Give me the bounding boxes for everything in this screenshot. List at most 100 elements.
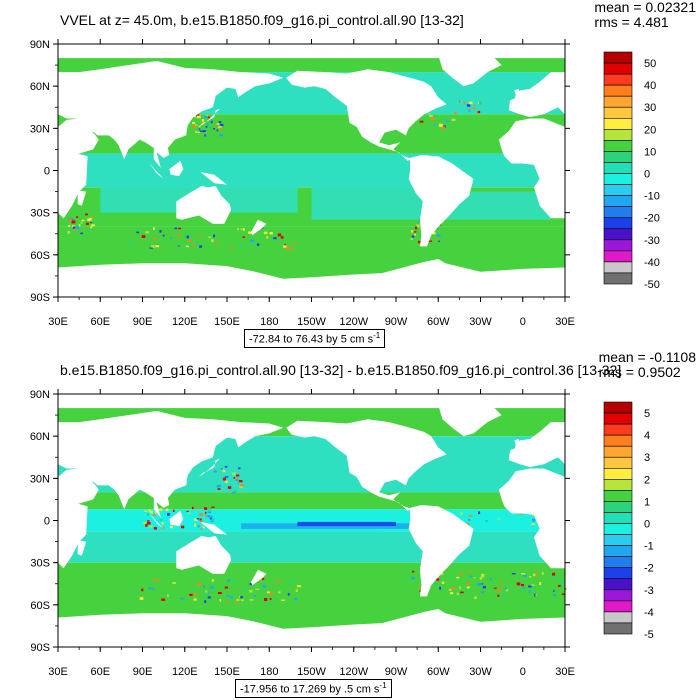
field-speck	[240, 596, 243, 599]
rms-label: rms = 0.9502	[598, 364, 681, 380]
field-speck	[269, 591, 273, 595]
colorbar-swatch	[603, 117, 633, 130]
colorbar-swatch	[603, 545, 633, 557]
field-speck	[529, 576, 532, 578]
field-speck	[469, 101, 473, 105]
field-speck	[242, 236, 245, 238]
field-speck	[68, 218, 72, 222]
rms-label: rms = 4.481	[594, 14, 669, 30]
colorbar-label: 2	[644, 474, 650, 486]
field-speck	[188, 239, 192, 243]
field-speck	[521, 584, 525, 587]
field-speck	[458, 100, 461, 104]
colorbar-swatch	[603, 239, 633, 252]
field-speck	[202, 128, 207, 131]
colorbar-swatch	[603, 261, 633, 274]
lat-label: 60N	[30, 431, 50, 443]
field-speck	[438, 123, 443, 127]
field-speck	[71, 220, 76, 224]
field-speck	[189, 593, 193, 596]
field-speck	[71, 218, 74, 221]
colorbar-swatch	[603, 490, 633, 502]
field-speck	[442, 119, 447, 122]
lon-label: 60E	[91, 316, 111, 328]
field-speck	[204, 514, 207, 518]
field-speck	[90, 226, 93, 229]
field-speck	[293, 247, 296, 250]
land-mass	[498, 118, 565, 219]
field-speck	[240, 484, 244, 487]
field-speck	[273, 237, 277, 240]
colorbar-swatch	[603, 479, 633, 491]
field-speck	[476, 111, 479, 114]
field-speck	[162, 234, 165, 237]
field-speck	[202, 130, 207, 133]
field-speck	[479, 576, 483, 580]
field-speck	[411, 576, 415, 580]
colorbar-label: 40	[644, 80, 656, 92]
field-speck	[551, 576, 556, 579]
field-speck	[73, 220, 76, 224]
lat-label: 30S	[30, 558, 50, 570]
field-speck	[229, 247, 233, 249]
field-speck	[220, 467, 223, 470]
bottom-map-plot: 90N 60N 30N 0 30S 60S 90S 30E 60E 90E 120E 150E 180 1…	[30, 389, 654, 678]
land-mass	[58, 609, 565, 647]
field-speck	[201, 121, 204, 125]
field-speck	[441, 581, 445, 584]
lon-label: 60E	[91, 666, 111, 678]
field-speck	[277, 579, 280, 583]
field-speck	[196, 115, 201, 119]
field-speck	[89, 230, 92, 233]
field-speck	[75, 226, 79, 230]
field-speck	[207, 515, 211, 518]
field-speck	[197, 583, 201, 587]
field-speck	[87, 218, 90, 222]
field-speck	[294, 242, 297, 245]
field-speck	[216, 129, 219, 132]
field-speck	[459, 572, 463, 576]
colorbar-swatch	[603, 434, 633, 447]
field-speck	[210, 520, 214, 523]
field-speck	[242, 228, 245, 231]
field-speck	[277, 233, 282, 237]
lon-label: 150E	[214, 666, 240, 678]
field-speck	[174, 235, 176, 237]
colorbar-label: -3	[644, 585, 654, 597]
field-speck	[241, 588, 246, 591]
colorbar-label: -20	[644, 213, 660, 225]
colorbar-swatch	[603, 84, 633, 97]
field-speck	[417, 128, 420, 131]
land-mass	[508, 422, 565, 468]
field-speck	[493, 587, 497, 589]
field-speck	[419, 120, 424, 123]
field-speck	[418, 220, 422, 223]
field-speck	[198, 128, 201, 131]
field-speck	[481, 583, 484, 585]
colorbar-swatch	[603, 228, 633, 241]
field-speck	[224, 586, 229, 589]
field-speck	[204, 134, 207, 137]
field-speck	[199, 130, 203, 132]
field-speck	[439, 586, 441, 590]
land-mass	[438, 403, 502, 437]
colorbar-label: 0	[644, 169, 650, 181]
field-speck	[414, 233, 416, 236]
field-speck	[219, 133, 223, 137]
land-mass	[408, 155, 474, 247]
field-speck	[412, 570, 415, 573]
field-speck	[432, 231, 436, 235]
field-speck	[436, 238, 439, 241]
colorbar-swatch	[603, 600, 633, 613]
colorbar-swatch	[603, 51, 633, 64]
field-band	[58, 492, 565, 510]
field-speck	[480, 590, 485, 593]
colorbar-label: -1	[644, 541, 654, 553]
field-speck	[76, 216, 79, 218]
field-speck	[291, 247, 295, 250]
field-speck	[269, 232, 273, 235]
field-speck	[233, 490, 237, 493]
field-speck	[561, 593, 565, 595]
field-speck	[194, 115, 197, 118]
field-speck	[231, 492, 236, 494]
